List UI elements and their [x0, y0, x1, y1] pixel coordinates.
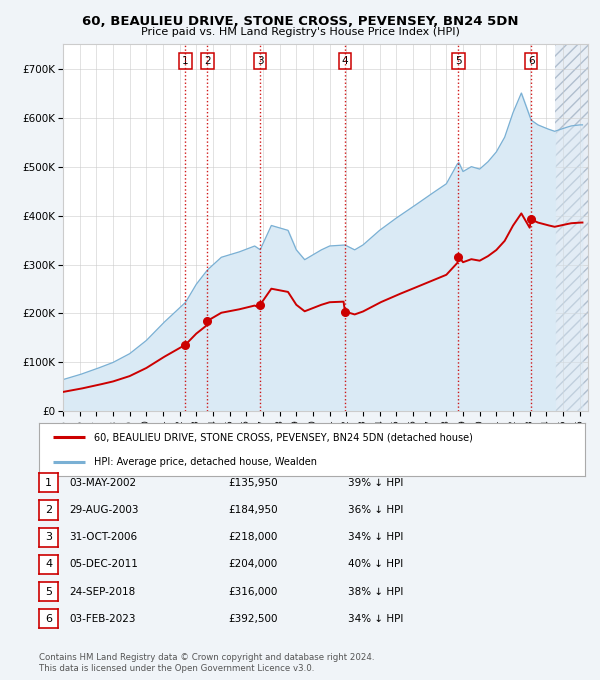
Text: 1: 1	[45, 478, 52, 488]
Text: 29-AUG-2003: 29-AUG-2003	[69, 505, 139, 515]
Bar	[554, 44, 588, 411]
Text: 3: 3	[45, 532, 52, 542]
Text: £316,000: £316,000	[228, 587, 277, 596]
Text: 1: 1	[182, 56, 189, 66]
Text: HPI: Average price, detached house, Wealden: HPI: Average price, detached house, Weal…	[94, 457, 317, 466]
Text: £218,000: £218,000	[228, 532, 277, 542]
Text: 03-MAY-2002: 03-MAY-2002	[69, 478, 136, 488]
Text: 6: 6	[45, 614, 52, 624]
Text: £204,000: £204,000	[228, 560, 277, 569]
Text: 2: 2	[45, 505, 52, 515]
Text: 6: 6	[528, 56, 535, 66]
Text: £135,950: £135,950	[228, 478, 278, 488]
Text: 5: 5	[455, 56, 462, 66]
Text: 3: 3	[257, 56, 263, 66]
Text: 34% ↓ HPI: 34% ↓ HPI	[348, 614, 403, 624]
Text: £392,500: £392,500	[228, 614, 277, 624]
Text: 2: 2	[204, 56, 211, 66]
Text: 60, BEAULIEU DRIVE, STONE CROSS, PEVENSEY, BN24 5DN: 60, BEAULIEU DRIVE, STONE CROSS, PEVENSE…	[82, 15, 518, 28]
Text: 34% ↓ HPI: 34% ↓ HPI	[348, 532, 403, 542]
Text: 40% ↓ HPI: 40% ↓ HPI	[348, 560, 403, 569]
Text: Price paid vs. HM Land Registry's House Price Index (HPI): Price paid vs. HM Land Registry's House …	[140, 27, 460, 37]
Text: 05-DEC-2011: 05-DEC-2011	[69, 560, 138, 569]
Text: 03-FEB-2023: 03-FEB-2023	[69, 614, 136, 624]
Text: 39% ↓ HPI: 39% ↓ HPI	[348, 478, 403, 488]
Text: This data is licensed under the Open Government Licence v3.0.: This data is licensed under the Open Gov…	[39, 664, 314, 673]
Text: 60, BEAULIEU DRIVE, STONE CROSS, PEVENSEY, BN24 5DN (detached house): 60, BEAULIEU DRIVE, STONE CROSS, PEVENSE…	[94, 432, 472, 442]
Text: 36% ↓ HPI: 36% ↓ HPI	[348, 505, 403, 515]
Text: Contains HM Land Registry data © Crown copyright and database right 2024.: Contains HM Land Registry data © Crown c…	[39, 653, 374, 662]
Text: 31-OCT-2006: 31-OCT-2006	[69, 532, 137, 542]
Text: 4: 4	[45, 560, 52, 569]
Text: 5: 5	[45, 587, 52, 596]
Bar	[554, 44, 588, 411]
Text: 4: 4	[341, 56, 349, 66]
Text: 24-SEP-2018: 24-SEP-2018	[69, 587, 135, 596]
Text: 38% ↓ HPI: 38% ↓ HPI	[348, 587, 403, 596]
Text: £184,950: £184,950	[228, 505, 278, 515]
